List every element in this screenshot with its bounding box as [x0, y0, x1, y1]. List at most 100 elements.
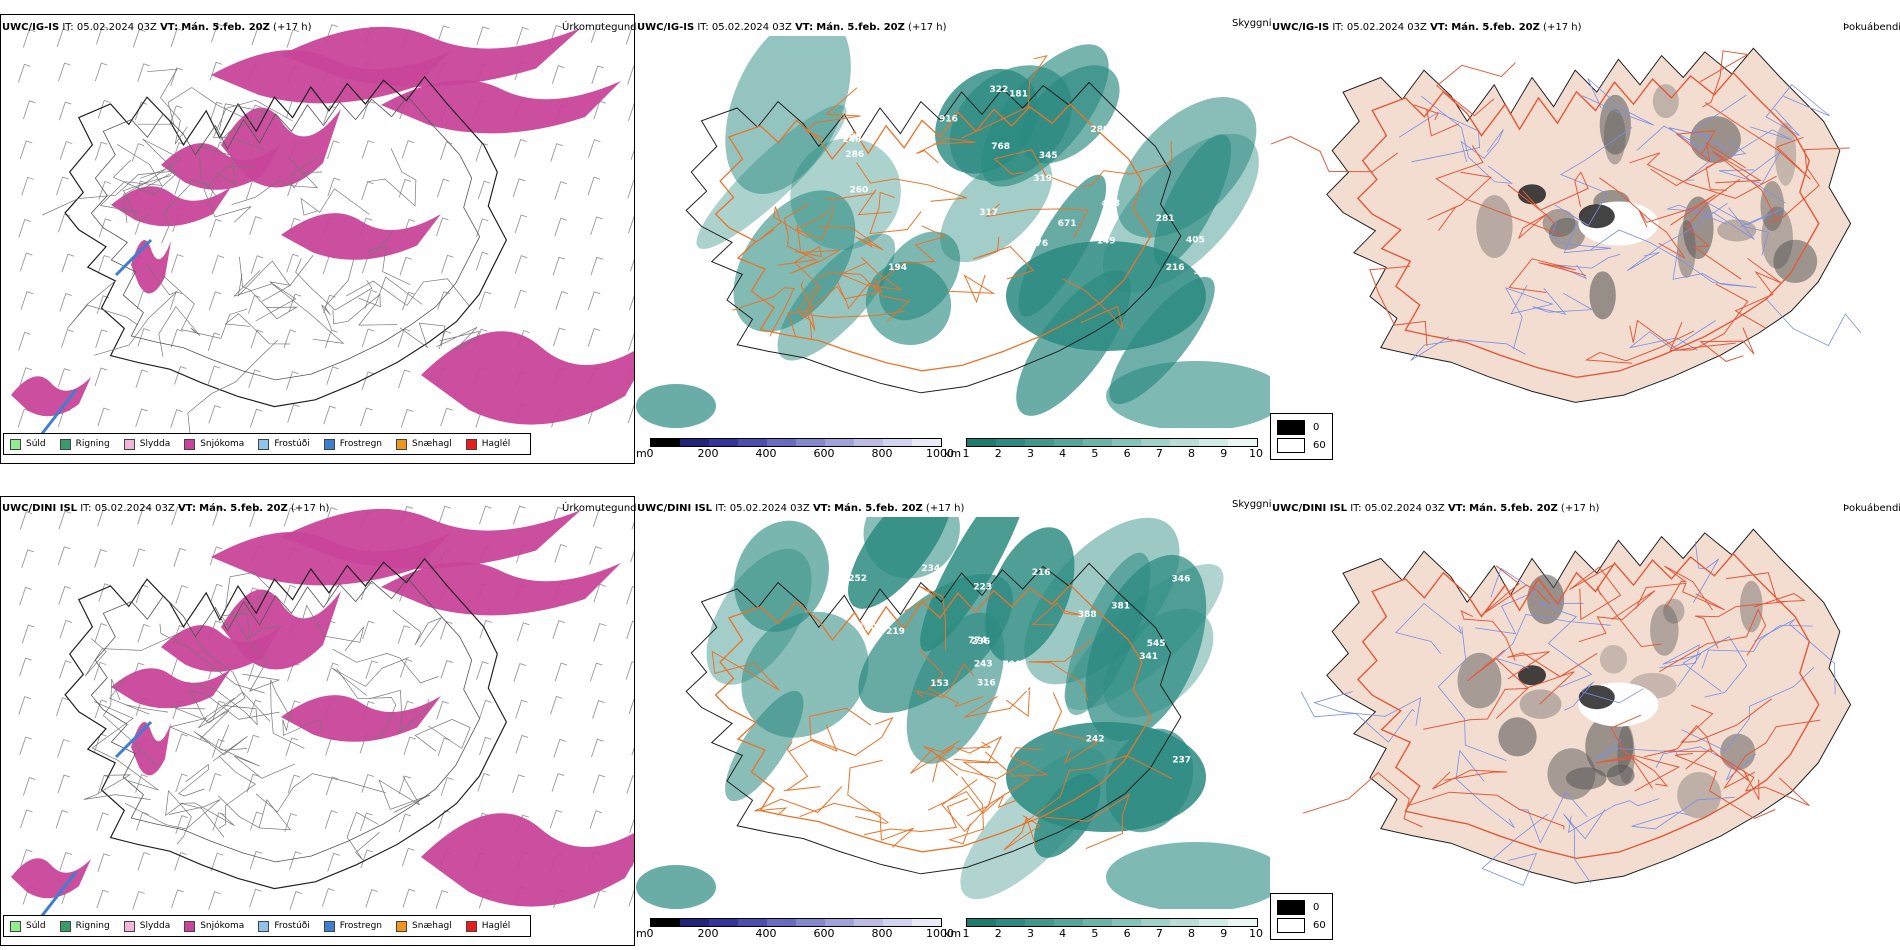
cloud-base-label: 280	[1091, 125, 1110, 135]
road	[332, 648, 439, 684]
road	[789, 224, 840, 275]
wind-barb	[58, 510, 72, 530]
wind-barb	[628, 889, 634, 907]
vt-label: VT:	[160, 22, 179, 33]
colorbar-step	[1083, 439, 1112, 446]
road	[165, 789, 192, 845]
road	[366, 148, 417, 207]
colorbar-step	[1025, 919, 1054, 926]
road	[218, 795, 292, 831]
snow-area	[211, 50, 451, 104]
snow-area	[11, 376, 91, 417]
wind-barb	[17, 63, 31, 83]
low-visibility-area	[1006, 722, 1206, 832]
wind-barb	[479, 505, 492, 525]
wind-barb	[58, 101, 72, 121]
snow-area	[381, 562, 621, 616]
road	[270, 679, 305, 749]
cloud-base-label: 322	[989, 85, 1008, 95]
colorbar-tick: 4	[1059, 447, 1067, 460]
wind-barb	[97, 507, 110, 527]
wind-barb	[588, 139, 601, 158]
road	[1664, 565, 1713, 611]
fog-signal	[1720, 733, 1756, 771]
wind-barb	[327, 140, 340, 159]
snow-area	[131, 240, 171, 294]
road	[436, 326, 481, 351]
river	[1300, 691, 1415, 743]
wind-barb	[625, 661, 634, 680]
wind-barb	[19, 140, 33, 160]
precip-header-top: UWC/IG-IS IT: 05.02.2024 03Z VT: Mán. 5.…	[2, 22, 311, 33]
fog-signal	[1565, 767, 1607, 790]
river	[1554, 254, 1621, 280]
wind-barb	[479, 736, 492, 756]
river	[1410, 336, 1526, 361]
colorbar-tick: 0	[646, 927, 654, 940]
wind-barb	[22, 28, 36, 48]
fog-signal	[1457, 652, 1502, 709]
colorbar-step	[967, 919, 996, 926]
wind-barb	[19, 367, 32, 386]
wind-barb	[207, 332, 221, 352]
river	[1655, 746, 1757, 781]
wind-barb	[326, 662, 339, 682]
wind-barb	[95, 329, 108, 348]
fog-signal	[1498, 717, 1537, 757]
road	[1669, 283, 1749, 351]
wind-barb	[137, 623, 150, 643]
legend-label: Slydda	[139, 439, 171, 449]
colorbar-step	[1112, 439, 1141, 446]
road	[91, 701, 159, 791]
cloud-base-label: 351	[1194, 267, 1213, 277]
cloud-base-label: 216	[1032, 568, 1051, 578]
low-visibility-area	[725, 36, 851, 194]
colorbar-step	[912, 439, 941, 446]
road	[985, 203, 1089, 239]
road	[1507, 651, 1598, 680]
wind-barb	[627, 66, 634, 85]
legend-label: Frostúði	[274, 921, 310, 931]
fog-signal	[1578, 204, 1615, 229]
legend-label: Haglél	[481, 439, 511, 449]
colorbar-step	[709, 919, 738, 926]
wind-barb	[21, 176, 34, 196]
wind-barb	[249, 888, 262, 908]
road	[1659, 608, 1767, 673]
colorbar-tick: 8	[1188, 927, 1196, 940]
model-name: UWC/DINI ISL	[1272, 503, 1348, 514]
freezing-rain-area	[39, 389, 78, 436]
wind-barb	[137, 851, 151, 871]
legend-label: Snjókoma	[200, 921, 245, 931]
river	[1532, 287, 1594, 315]
legend-swatch	[465, 438, 477, 450]
it-value: 05.02.2024 03Z	[94, 503, 175, 514]
road	[170, 691, 271, 722]
cloud-base-label: 774	[968, 636, 987, 646]
road	[793, 245, 823, 311]
wind-barb	[211, 738, 225, 758]
wind-barb	[210, 101, 223, 121]
legend-item: Haglél	[465, 438, 511, 450]
wind-barb	[590, 23, 604, 43]
wind-barb	[210, 583, 223, 603]
colorbar-tick: 800	[871, 447, 893, 460]
cloud-base-label: 286	[845, 150, 864, 160]
wind-barb	[211, 254, 225, 274]
it-label: IT:	[80, 503, 92, 514]
wind-barb	[592, 508, 606, 527]
wind-barb	[477, 180, 491, 200]
wind-barb	[627, 404, 634, 424]
wind-barb	[475, 251, 489, 271]
road	[1599, 177, 1686, 259]
river	[1629, 320, 1716, 351]
wind-barb	[590, 662, 603, 682]
colorbar-tick: 400	[755, 447, 777, 460]
wind-barb	[441, 254, 454, 274]
road	[255, 773, 386, 813]
wind-barb	[628, 215, 634, 234]
wind-barb	[438, 809, 451, 829]
road	[800, 281, 822, 331]
legend-label: Súld	[26, 921, 46, 931]
road	[778, 202, 818, 266]
